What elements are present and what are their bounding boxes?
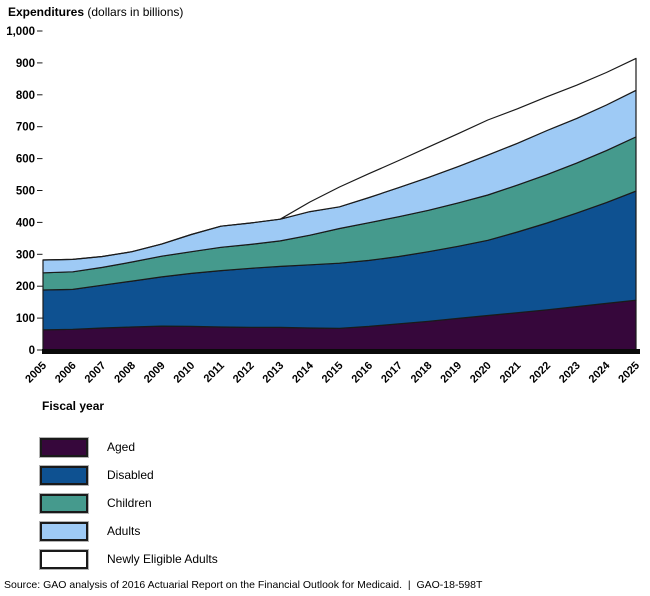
x-tick-label: 2017: [379, 360, 405, 386]
y-tick-label: 800: [16, 90, 35, 102]
y-tick-label: 900: [16, 58, 35, 70]
x-tick-label: 2014: [290, 359, 316, 385]
y-tick-label: 600: [16, 154, 35, 166]
x-tick-label: 2005: [23, 360, 49, 386]
y-tick-label: 200: [16, 281, 35, 293]
y-tick-label: 300: [16, 249, 35, 261]
x-tick-label: 2006: [53, 360, 79, 386]
legend: Aged Disabled Children Adults Newly Elig…: [39, 436, 218, 570]
legend-item-aged: Aged: [39, 436, 218, 458]
legend-swatch-adults: [39, 520, 89, 542]
y-tick-label: 1,000: [6, 26, 35, 38]
x-axis-title: Fiscal year: [42, 399, 105, 413]
x-axis-line: [42, 349, 640, 354]
source-note: Source: GAO analysis of 2016 Actuarial R…: [4, 579, 483, 591]
x-tick-label: 2023: [557, 360, 583, 386]
x-tick-label: 2015: [320, 360, 346, 386]
x-tick-label: 2024: [587, 359, 613, 385]
chart-title-main: Expenditures: [8, 5, 85, 19]
legend-label: Disabled: [107, 468, 154, 482]
chart-title-units: (dollars in billions): [84, 5, 184, 19]
legend-swatch-newly-eligible-adults: [39, 548, 89, 570]
x-tick-label: 2013: [261, 360, 287, 386]
x-tick-label: 2020: [468, 360, 494, 386]
legend-label: Newly Eligible Adults: [107, 552, 218, 566]
y-tick-label: 400: [16, 217, 35, 229]
x-tick-label: 2018: [409, 360, 435, 386]
legend-swatch-children: [39, 492, 89, 514]
y-tick-label: 0: [29, 345, 35, 357]
legend-swatch-disabled: [39, 464, 89, 486]
x-tick-label: 2021: [498, 360, 524, 386]
legend-swatch-aged: [39, 436, 89, 458]
legend-label: Children: [107, 496, 152, 510]
x-tick-label: 2007: [83, 360, 109, 386]
x-tick-label: 2025: [616, 360, 642, 386]
chart-title: Expenditures (dollars in billions): [8, 5, 183, 19]
y-tick-label: 100: [16, 313, 35, 325]
x-tick-label: 2016: [349, 360, 375, 386]
x-tick-label: 2008: [112, 360, 138, 386]
area-newly-eligible-adults: [42, 57, 637, 261]
x-tick-label: 2022: [527, 360, 553, 386]
x-tick-label: 2009: [142, 360, 168, 386]
legend-item-disabled: Disabled: [39, 464, 218, 486]
legend-item-newly-eligible-adults: Newly Eligible Adults: [39, 548, 218, 570]
x-tick-label: 2010: [172, 360, 198, 386]
y-tick-label: 500: [16, 186, 35, 198]
x-tick-label: 2019: [438, 360, 464, 386]
legend-label: Aged: [107, 440, 136, 454]
legend-label: Adults: [107, 524, 141, 538]
x-tick-label: 2012: [231, 360, 257, 386]
y-tick-label: 700: [16, 122, 35, 134]
legend-item-adults: Adults: [39, 520, 218, 542]
x-tick-label: 2011: [202, 360, 227, 385]
legend-item-children: Children: [39, 492, 218, 514]
